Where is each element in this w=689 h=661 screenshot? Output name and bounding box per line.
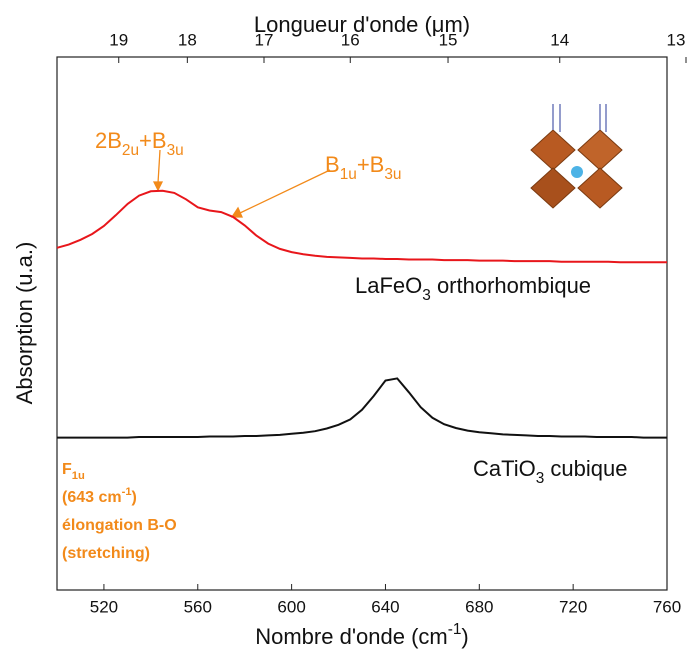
- text-part: 3: [422, 287, 431, 304]
- text-part: (643 cm: [62, 489, 122, 506]
- text-part: +B: [357, 152, 385, 177]
- text-part: +B: [139, 128, 167, 153]
- text-part: (stretching): [62, 545, 150, 562]
- crystal-icon: [530, 104, 623, 209]
- x2-tick-label: 19: [109, 30, 128, 49]
- text-part: Nombre d'onde (cm: [255, 624, 448, 649]
- text-part: LaFeO: [355, 273, 422, 298]
- x-tick-label: 560: [184, 597, 212, 616]
- annotation: élongation B-O: [62, 517, 177, 534]
- text-part: F: [62, 461, 72, 478]
- x-tick-label: 720: [559, 597, 587, 616]
- x-tick-label: 680: [465, 597, 493, 616]
- x2-tick-label: 15: [439, 30, 458, 49]
- annotation: 2B2u+B3u: [95, 128, 184, 159]
- text-part: -1: [122, 486, 132, 498]
- text-part: 3: [536, 470, 545, 487]
- x-tick-label: 600: [277, 597, 305, 616]
- series-label: CaTiO3 cubique: [473, 456, 628, 487]
- line-series: [56, 189, 667, 264]
- annotation: F1u: [62, 461, 85, 482]
- text-part: cubique: [544, 456, 627, 481]
- text-part: 3u: [384, 166, 401, 183]
- annotation: B1u+B3u: [325, 152, 401, 183]
- text-part: 2u: [122, 142, 139, 159]
- annotation: (stretching): [62, 545, 150, 562]
- line-series: [57, 377, 667, 439]
- x2-tick-label: 16: [341, 30, 360, 49]
- plot-frame: [56, 56, 668, 591]
- text-part: orthorhombique: [431, 273, 591, 298]
- x-tick-label: 520: [90, 597, 118, 616]
- text-part: élongation B-O: [62, 517, 177, 534]
- text-part: 2B: [95, 128, 122, 153]
- x-tick-label: 640: [371, 597, 399, 616]
- x2-tick-label: 14: [550, 30, 569, 49]
- series-label: LaFeO3 orthorhombique: [355, 273, 591, 304]
- annotation-arrows: [152, 149, 331, 218]
- x2-tick-label: 13: [667, 30, 686, 49]
- text-part: 1u: [340, 166, 357, 183]
- text-part: CaTiO: [473, 456, 536, 481]
- annotation: (643 cm-1): [62, 486, 137, 506]
- text-part: 3u: [167, 142, 184, 159]
- x2-tick-label: 18: [178, 30, 197, 49]
- x2-axis-label: Longueur d'onde (μm): [254, 12, 470, 37]
- text-part: 1u: [72, 470, 85, 482]
- text-part: ): [461, 624, 468, 649]
- text-part: ): [132, 489, 137, 506]
- x-tick-label: 760: [653, 597, 681, 616]
- x2-tick-label: 17: [255, 30, 274, 49]
- x-axis-label: Nombre d'onde (cm-1): [255, 621, 469, 649]
- text-part: -1: [448, 621, 462, 638]
- text-part: B: [325, 152, 340, 177]
- y-axis-label: Absorption (u.a.): [12, 242, 37, 405]
